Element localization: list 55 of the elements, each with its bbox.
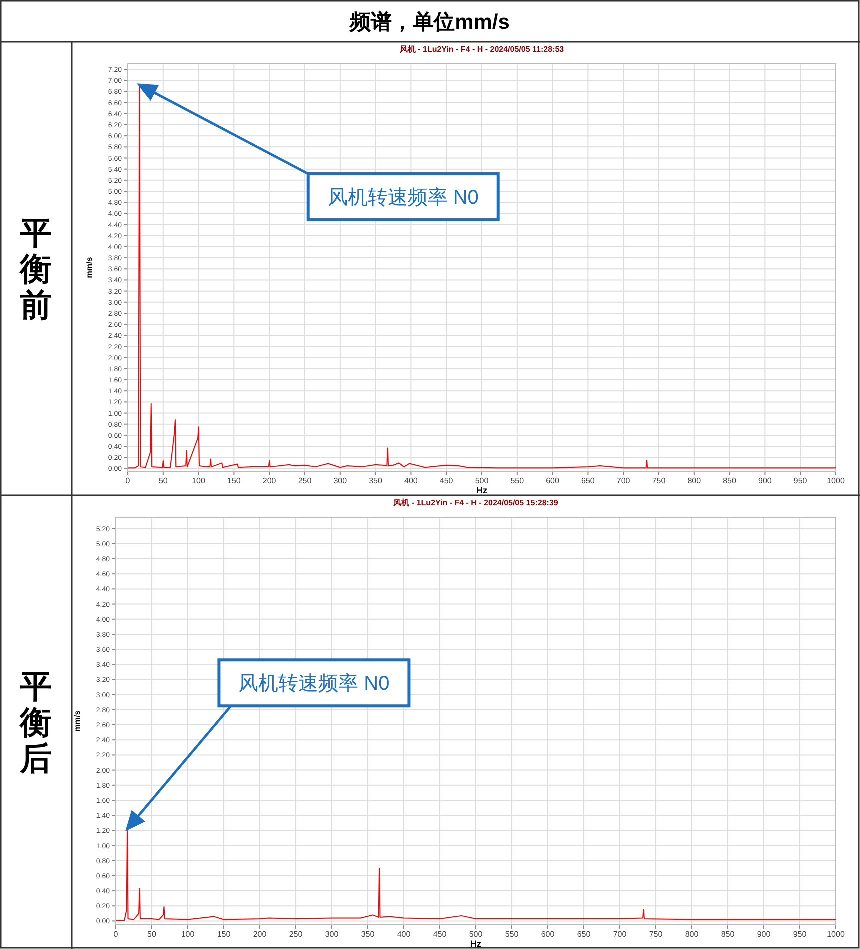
annotation: 风机转速频率 N0 [328,187,479,210]
y-axis-title: mm/s [85,256,94,278]
text: 平衡后 [19,668,52,776]
x-tick-label: 100 [181,930,196,939]
x-tick-label: 500 [469,930,484,939]
x-tick-label: 600 [546,476,560,486]
x-tick-label: 700 [616,476,631,486]
x-tick-label: 0 [126,476,131,486]
chart-title: 风机 - 1Lu2Yin - F4 - H - 2024/05/05 11:28:53 [398,45,565,54]
x-axis-title: Hz [470,939,482,949]
x-tick-label: 500 [475,476,490,486]
x-tick-label: 650 [582,476,596,486]
x-tick-label: 200 [262,476,277,486]
x-axis-title: Hz [476,486,488,496]
x-tick-label: 400 [397,930,412,939]
x-tick-label: 750 [652,476,666,486]
x-tick-label: 0 [114,930,119,939]
x-tick-label: 250 [298,476,312,486]
text: 频谱，单位mm/s [349,10,510,34]
x-tick-label: 400 [404,476,418,486]
x-tick-label: 50 [148,930,157,939]
x-tick-label: 550 [505,930,520,939]
x-tick-label: 800 [688,476,702,486]
line-series [116,828,836,921]
x-tick-label: 900 [757,930,772,939]
x-tick-label: 1000 [827,476,846,486]
x-tick-label: 950 [793,930,808,939]
x-tick-label: 350 [369,476,384,486]
text: 平衡前 [19,214,52,323]
x-tick-label: 200 [253,930,268,939]
x-tick-label: 150 [228,476,242,486]
x-tick-label: 300 [325,930,340,939]
x-tick-label: 600 [541,930,556,939]
x-tick-label: 450 [440,476,454,486]
x-tick-label: 750 [649,930,664,939]
x-tick-label: 650 [577,930,592,939]
x-tick-label: 700 [613,930,628,939]
x-tick-label: 850 [723,476,738,486]
x-tick-label: 950 [794,476,808,486]
x-tick-label: 1000 [827,930,846,939]
x-tick-label: 50 [158,476,168,486]
x-tick-label: 450 [433,930,448,939]
y-axis-title: mm/s [73,710,82,732]
x-tick-label: 550 [510,476,525,486]
x-tick-label: 250 [289,930,304,939]
annotation: 风机转速频率 N0 [238,673,390,696]
line-series [128,84,836,469]
x-tick-label: 800 [685,930,700,939]
x-tick-label: 300 [334,476,348,486]
x-tick-label: 350 [361,930,376,939]
x-tick-label: 850 [721,930,736,939]
x-tick-label: 100 [192,476,206,486]
x-tick-label: 900 [758,476,772,486]
x-tick-label: 150 [217,930,232,939]
chart-title: 风机 - 1Lu2Yin - F4 - H - 2024/05/05 15:28:39 [392,498,559,508]
